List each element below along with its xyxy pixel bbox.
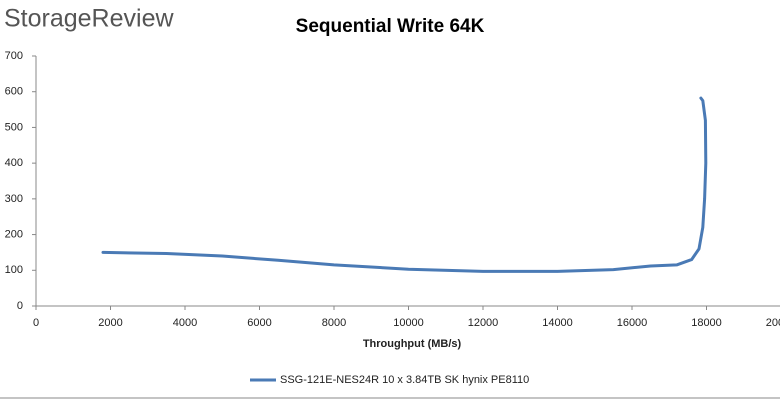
y-tick-label: 500 — [5, 121, 23, 133]
x-tick-label: 12000 — [468, 317, 499, 329]
x-tick-label: 6000 — [247, 317, 271, 329]
x-tick-label: 14000 — [542, 317, 573, 329]
x-tick-label: 16000 — [617, 317, 648, 329]
y-tick-label: 400 — [5, 157, 23, 169]
y-tick-label: 0 — [17, 300, 23, 312]
y-tick-label: 600 — [5, 86, 23, 98]
y-tick-label: 300 — [5, 193, 23, 205]
x-tick-label: 18000 — [691, 317, 722, 329]
x-tick-label: 4000 — [173, 317, 197, 329]
y-tick-label: 100 — [5, 264, 23, 276]
legend-label: SSG-121E-NES24R 10 x 3.84TB SK hynix PE8… — [280, 374, 529, 386]
x-tick-label: 2000 — [98, 317, 122, 329]
x-tick-label: 10000 — [393, 317, 424, 329]
brand-logo: StorageReview — [4, 5, 174, 33]
series-line — [101, 96, 708, 273]
x-tick-label: 0 — [33, 317, 39, 329]
y-tick-label: 700 — [5, 50, 23, 62]
x-tick-label: 20000 — [766, 317, 780, 329]
chart-title: Sequential Write 64K — [296, 16, 485, 37]
x-tick-label: 8000 — [322, 317, 346, 329]
y-tick-label: 200 — [5, 228, 23, 240]
x-axis-label: Throughput (MB/s) — [363, 338, 462, 350]
